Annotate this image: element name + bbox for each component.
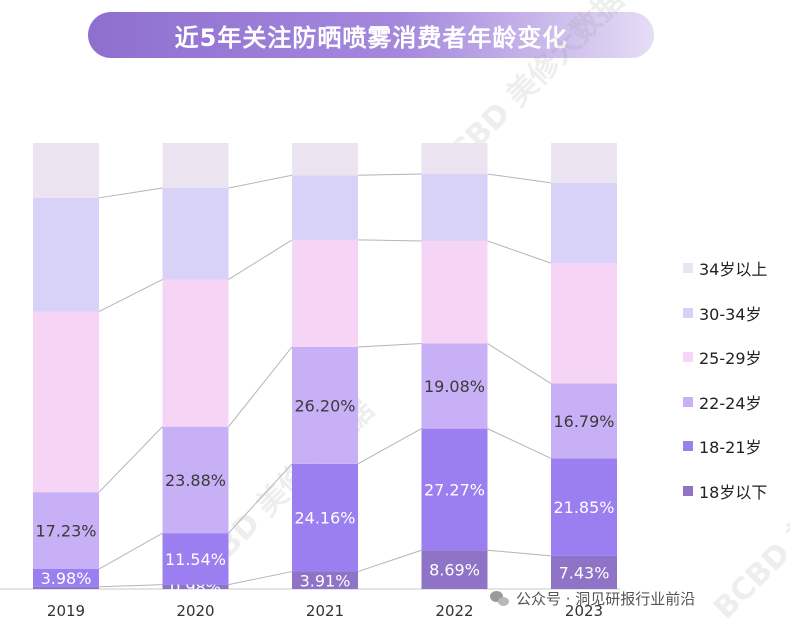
bar-segment-2021-25-29岁: [292, 239, 358, 347]
connector-line: [98, 279, 163, 312]
bar-segment-2023-18-21岁: [551, 458, 617, 556]
bar-segment-2022-30-34岁: [421, 174, 488, 241]
bar-segment-2021-22-24岁: [292, 346, 358, 464]
bar-segment-2020-25-29岁: [162, 279, 229, 427]
bar-segment-2023-25-29岁: [551, 263, 617, 384]
data-label: 21.85%: [553, 498, 614, 517]
legend-label: 22-24岁: [699, 393, 762, 413]
legend-swatch: [683, 307, 693, 318]
bar-segment-2020-22-24岁: [162, 426, 229, 534]
bar-segment-2019-18岁以下: [33, 586, 99, 589]
connector-line: [487, 428, 552, 459]
connector-line: [357, 343, 422, 348]
connector-line: [357, 173, 422, 176]
bar-segment-2019-25-29岁: [33, 311, 99, 493]
x-tick-label: 2022: [435, 602, 473, 620]
bar-segment-2019-34岁以上: [33, 143, 99, 198]
bar-segment-2020-18岁以下: [162, 584, 229, 589]
legend-item: 25-29岁: [683, 339, 767, 375]
data-label: 23.88%: [165, 471, 226, 490]
bar-segment-2019-30-34岁: [33, 197, 99, 312]
bar-segment-2019-18-21岁: [33, 569, 99, 587]
connector-line: [228, 239, 293, 280]
bar-segment-2023-22-24岁: [551, 383, 617, 459]
legend-swatch: [683, 441, 693, 451]
bar-segment-2020-30-34岁: [162, 188, 229, 280]
bar-segment-2021-30-34岁: [292, 175, 358, 240]
x-tick-label: 2021: [306, 602, 344, 620]
chart-title: 近5年关注防晒喷雾消费者年龄变化: [174, 23, 568, 52]
data-label: 26.20%: [294, 396, 355, 415]
connector-line: [228, 571, 293, 586]
data-label: 17.23%: [35, 522, 96, 541]
data-label: 7.43%: [559, 563, 610, 582]
bar-segment-2022-34岁以上: [421, 143, 488, 175]
data-label: 16.79%: [553, 412, 614, 431]
connector-line: [487, 173, 552, 184]
bar-segment-2019-22-24岁: [33, 492, 99, 570]
bar-segment-2021-18岁以下: [292, 571, 358, 589]
legend-label: 18岁以下: [699, 482, 768, 502]
bar-segment-2021-34岁以上: [292, 143, 358, 176]
bar-segment-2023-18岁以下: [551, 555, 617, 589]
legend-swatch: [683, 352, 693, 362]
bar-segment-2023-34岁以上: [551, 143, 617, 183]
connector-line: [98, 532, 163, 570]
bar-segment-2022-22-24岁: [421, 343, 488, 429]
legend-label: 34岁以上: [699, 260, 768, 279]
connector-line: [487, 240, 552, 264]
connector-line: [98, 187, 163, 199]
connector-line: [98, 426, 163, 493]
legend-item: 34岁以上: [683, 250, 767, 286]
connector-line: [228, 463, 293, 534]
bar-segment-2021-18-21岁: [292, 463, 358, 572]
data-label: 27.27%: [424, 480, 485, 499]
data-label: 24.16%: [294, 509, 355, 528]
data-label: 8.69%: [429, 561, 480, 580]
bar-segment-2022-18岁以下: [421, 550, 488, 589]
bar-segment-2023-30-34岁: [551, 182, 617, 264]
connector-line: [98, 584, 163, 588]
x-tick-label: 2020: [176, 602, 214, 620]
legend-item: 18-21岁: [683, 428, 767, 464]
data-label: 11.54%: [165, 550, 226, 569]
legend-item: 30-34岁: [683, 295, 767, 331]
bar-segment-2022-18-21岁: [421, 428, 488, 551]
connector-line: [357, 549, 422, 573]
connector-line: [487, 549, 552, 557]
legend-swatch: [683, 485, 693, 496]
footer-text: 公众号 · 洞见研报行业前沿: [516, 590, 696, 608]
chart-title-pill: 近5年关注防晒喷雾消费者年龄变化: [88, 12, 654, 58]
legend-label: 18-21岁: [699, 438, 762, 457]
connector-line: [487, 343, 552, 384]
data-label: 3.91%: [300, 571, 351, 590]
chart-legend: 34岁以上 30-34岁 25-29岁 22-24岁 18-21岁 18岁以下: [683, 250, 767, 517]
legend-item: 22-24岁: [683, 384, 767, 420]
bar-segment-2022-25-29岁: [421, 240, 488, 344]
footer: 公众号 · 洞见研报行业前沿: [490, 588, 695, 609]
connector-line: [228, 346, 293, 427]
legend-item: 18岁以下: [683, 473, 767, 509]
legend-label: 25-29岁: [699, 349, 762, 368]
data-label: 19.08%: [424, 377, 485, 396]
connector-line: [228, 174, 293, 189]
legend-swatch: [683, 396, 693, 407]
legend-swatch: [683, 263, 693, 273]
x-tick-label: 2023: [565, 602, 603, 620]
bar-segment-2020-18-21岁: [162, 533, 229, 585]
data-label: 3.98%: [41, 569, 92, 588]
bar-segment-2020-34岁以上: [162, 143, 229, 189]
connector-line: [357, 428, 422, 465]
wechat-icon: [490, 590, 510, 607]
x-tick-label: 2019: [47, 602, 85, 620]
connector-line: [357, 239, 422, 242]
legend-label: 30-34岁: [699, 304, 762, 324]
